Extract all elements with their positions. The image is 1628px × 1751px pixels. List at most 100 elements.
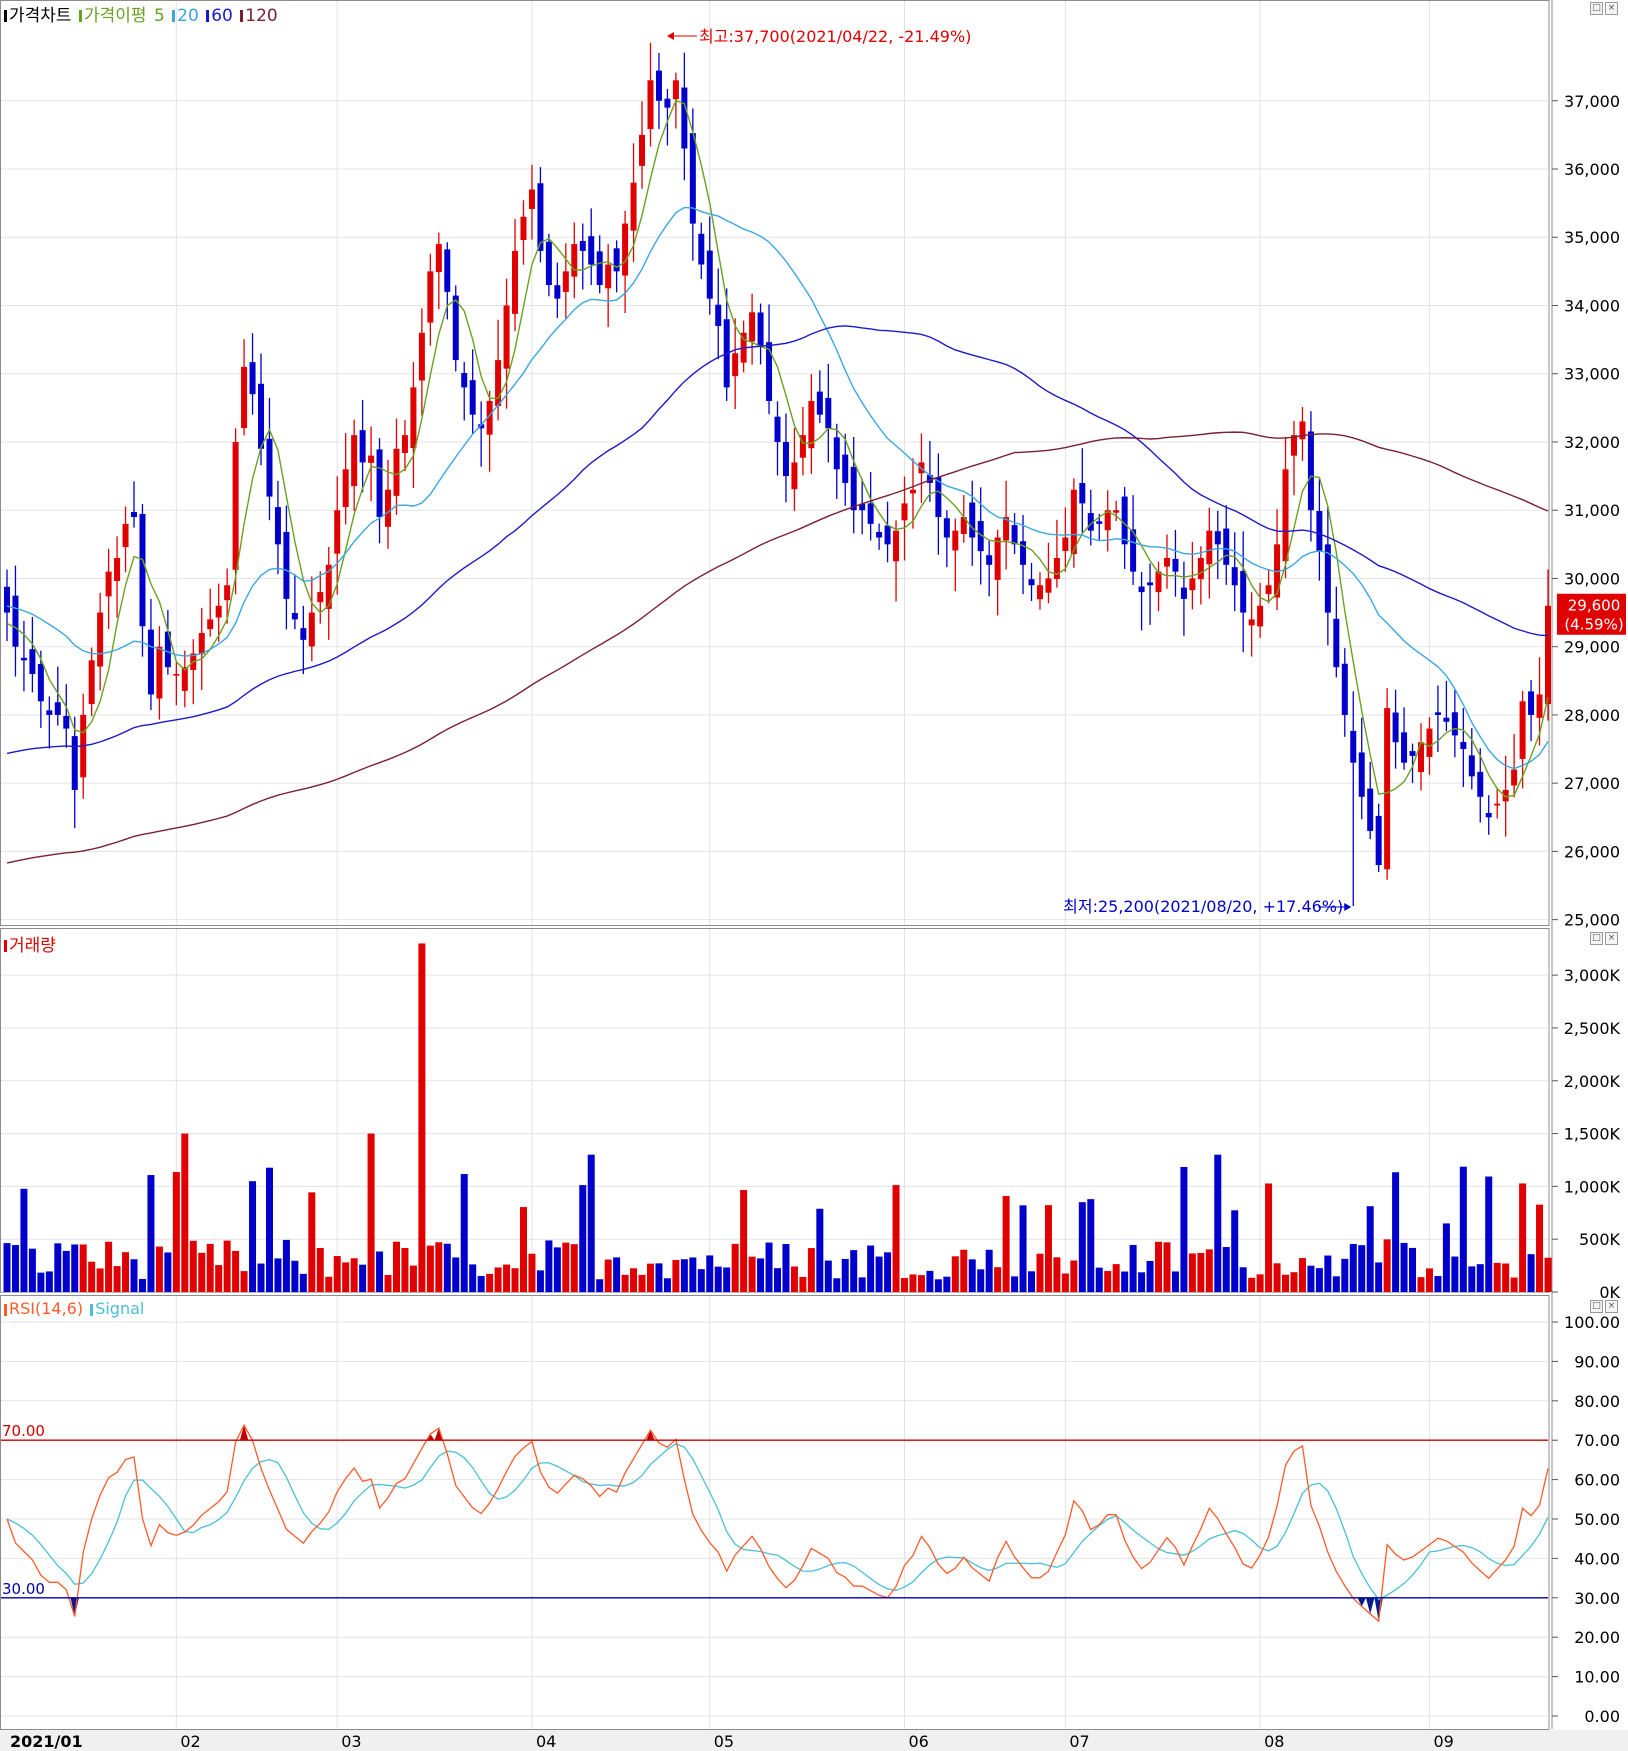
volume-bar (723, 1267, 731, 1292)
volume-bar (1400, 1242, 1408, 1292)
volume-bar (994, 1267, 1002, 1292)
volume-bar (435, 1242, 443, 1292)
volume-bar (198, 1252, 206, 1292)
candle-body (249, 362, 256, 395)
volume-bar (757, 1258, 765, 1292)
volume-bar (1383, 1239, 1391, 1292)
candle-body (698, 233, 705, 265)
rsi-pane-maximize-button[interactable]: □ (1590, 1300, 1603, 1313)
candle-body (105, 571, 112, 597)
x-axis-bar (0, 1730, 1628, 1751)
candle-body (401, 435, 408, 454)
volume-bar (1078, 1202, 1086, 1292)
candle-body (207, 619, 214, 630)
candle-body (1316, 511, 1323, 552)
x-tick-label: 02 (180, 1732, 200, 1751)
volume-bar (579, 1185, 587, 1292)
volume-bar (138, 1278, 146, 1292)
volume-bar (299, 1273, 307, 1292)
candle-body (622, 223, 629, 276)
candle-body (444, 249, 451, 292)
volume-pane-close-button[interactable]: × (1605, 932, 1618, 945)
rsi-legend-title: RSI(14,6) (9, 1299, 84, 1318)
volume-bar (155, 1246, 163, 1292)
volume-bar (1180, 1166, 1188, 1292)
volume-bar (282, 1239, 290, 1292)
volume-bar (443, 1243, 451, 1292)
candle-body (20, 657, 27, 661)
low-annotation: 최저:25,200(2021/08/20, +17.46%) (1063, 897, 1343, 916)
volume-bar (1146, 1260, 1154, 1292)
candle-body (960, 517, 967, 534)
candle-body (410, 387, 417, 449)
candle-body (1392, 712, 1399, 743)
volume-bar (232, 1250, 240, 1292)
candle-body (97, 612, 104, 667)
candle-body (1121, 496, 1128, 545)
x-tick-label: 04 (536, 1732, 556, 1751)
volume-bar (1002, 1195, 1010, 1292)
ma20-marker (172, 10, 176, 22)
price-pane-close-button[interactable]: × (1605, 2, 1618, 15)
price-tick-label: 26,000 (1564, 842, 1620, 861)
candle-body (1265, 585, 1272, 595)
volume-bar (714, 1266, 722, 1292)
volume-bar (1222, 1247, 1230, 1292)
volume-bar (1239, 1267, 1247, 1292)
candle-body (224, 585, 231, 601)
rsi-tick-label: 80.00 (1574, 1392, 1620, 1411)
price-tick-label: 31,000 (1564, 501, 1620, 520)
volume-bar (1036, 1253, 1044, 1292)
volume-bar (833, 1278, 841, 1292)
candle-body (1138, 586, 1145, 593)
volume-bar (1171, 1271, 1179, 1292)
volume-bar (172, 1172, 180, 1292)
price-tick-label: 29,000 (1564, 638, 1620, 657)
rsi-pane-close-button[interactable]: × (1605, 1300, 1618, 1313)
volume-tick-label: 1,500K (1564, 1125, 1621, 1144)
candle-body (588, 236, 595, 265)
volume-bar (426, 1245, 434, 1292)
volume-bar (570, 1244, 578, 1292)
volume-bar (384, 1275, 392, 1292)
rsi-tick-label: 70.00 (1574, 1431, 1620, 1450)
candle-body (54, 702, 61, 715)
candle-body (274, 507, 281, 545)
volume-bar (460, 1174, 468, 1292)
volume-bar (706, 1255, 714, 1292)
volume-bar (206, 1243, 214, 1292)
x-tick-label: 2021/01 (10, 1732, 83, 1751)
candle-body (486, 401, 493, 435)
price-legend-marker (4, 10, 7, 22)
candle-body (833, 437, 840, 470)
rsi-legend: RSI(14,6) Signal (4, 1299, 146, 1318)
candle-body (147, 629, 154, 695)
volume-bar (469, 1264, 477, 1292)
ma20-legend: 20 (177, 6, 199, 26)
candle-body (308, 612, 315, 647)
candle-body (884, 525, 891, 545)
volume-pane-maximize-button[interactable]: □ (1590, 932, 1603, 945)
candle-body (1417, 742, 1424, 773)
volume-bar (934, 1279, 942, 1292)
volume-bar (418, 943, 426, 1292)
candle-body (300, 628, 307, 640)
volume-bar (333, 1256, 341, 1292)
volume-bar (1290, 1272, 1298, 1292)
candle-body (1299, 421, 1306, 440)
volume-bar (1298, 1258, 1306, 1292)
price-tick-label: 36,000 (1564, 160, 1620, 179)
volume-bar (1070, 1260, 1078, 1292)
x-tick-label: 03 (341, 1732, 361, 1751)
candle-body (1104, 510, 1111, 531)
price-pane-maximize-button[interactable]: □ (1590, 2, 1603, 15)
candle-body (1401, 732, 1408, 763)
pane-frame (0, 0, 1550, 926)
candle-body (867, 503, 874, 524)
price-tick-label: 35,000 (1564, 228, 1620, 247)
volume-bar (359, 1264, 367, 1292)
volume-bar (1028, 1271, 1036, 1292)
volume-bar (646, 1263, 654, 1292)
volume-bar (511, 1268, 519, 1292)
volume-bar (774, 1268, 781, 1292)
